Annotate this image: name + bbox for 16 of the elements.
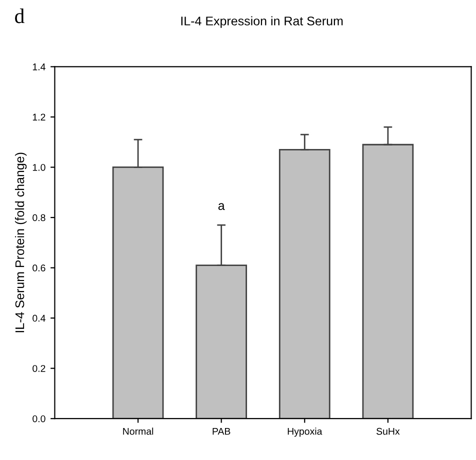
y-tick-label: 0.8 [32, 214, 46, 222]
y-axis-title: IL-4 Serum Protein (fold change) [14, 152, 27, 332]
y-tick-label: 1.0 [32, 164, 46, 171]
y-tick-label: 1.4 [32, 64, 46, 70]
y-tick-label: 0.0 [32, 415, 46, 422]
x-tick-label: Hypoxia [288, 428, 322, 437]
y-tick-label: 0.6 [32, 264, 46, 272]
x-tick-label: Normal [123, 428, 154, 435]
x-tick-label: PAB [212, 428, 230, 435]
y-tick-label: 0.4 [32, 314, 46, 322]
y-tick-label: 0.2 [32, 365, 46, 372]
x-tick-label: SuHx [376, 428, 400, 435]
chart-title: IL-4 Expression in Rat Serum [181, 16, 343, 28]
y-tick-label: 1.2 [32, 114, 46, 120]
text: d [15, 8, 24, 24]
annotation: a [218, 203, 225, 210]
